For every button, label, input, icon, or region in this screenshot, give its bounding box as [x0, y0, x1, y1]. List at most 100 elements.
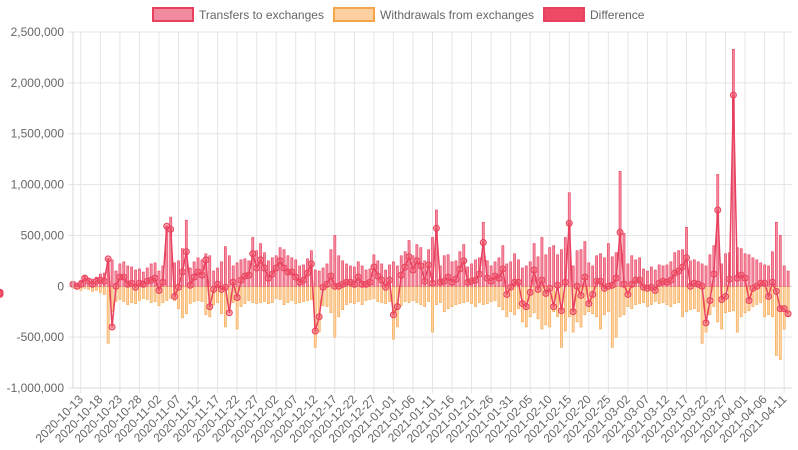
- transfer-bar[interactable]: [243, 258, 247, 287]
- transfer-bar[interactable]: [149, 263, 153, 287]
- difference-point[interactable]: [597, 277, 605, 285]
- difference-point[interactable]: [675, 267, 683, 275]
- withdrawal-bar[interactable]: [435, 285, 438, 305]
- difference-point[interactable]: [151, 274, 159, 282]
- difference-point[interactable]: [585, 300, 593, 308]
- difference-point[interactable]: [132, 283, 140, 291]
- withdrawal-bar[interactable]: [411, 285, 415, 301]
- difference-point[interactable]: [514, 278, 522, 286]
- transfer-bar[interactable]: [450, 261, 454, 287]
- withdrawal-bar[interactable]: [696, 285, 700, 313]
- transfer-bar[interactable]: [665, 264, 669, 287]
- withdrawal-bar[interactable]: [739, 285, 743, 318]
- withdrawal-bar[interactable]: [126, 285, 130, 305]
- withdrawal-bar[interactable]: [618, 285, 622, 318]
- difference-point[interactable]: [722, 292, 730, 300]
- difference-point[interactable]: [257, 256, 265, 264]
- withdrawal-bar[interactable]: [337, 285, 341, 318]
- withdrawal-bar[interactable]: [356, 285, 360, 302]
- withdrawal-bar[interactable]: [149, 285, 153, 303]
- difference-point[interactable]: [100, 277, 108, 285]
- difference-point[interactable]: [761, 279, 769, 287]
- withdrawal-bar[interactable]: [87, 285, 91, 290]
- transfer-bar[interactable]: [634, 259, 638, 287]
- withdrawal-bar[interactable]: [259, 285, 262, 303]
- withdrawal-bar[interactable]: [192, 285, 196, 302]
- withdrawal-bar[interactable]: [438, 285, 442, 303]
- difference-point[interactable]: [765, 292, 773, 300]
- transfer-bar[interactable]: [638, 257, 641, 287]
- difference-point[interactable]: [429, 279, 436, 287]
- difference-point[interactable]: [374, 272, 382, 280]
- withdrawal-bar[interactable]: [364, 285, 368, 301]
- difference-point[interactable]: [499, 265, 507, 273]
- transfer-bar[interactable]: [751, 257, 755, 287]
- difference-point[interactable]: [460, 257, 468, 265]
- difference-point[interactable]: [608, 281, 616, 289]
- difference-point[interactable]: [479, 239, 487, 247]
- difference-point[interactable]: [401, 263, 409, 271]
- transfer-bar[interactable]: [653, 269, 657, 287]
- difference-point[interactable]: [315, 313, 323, 321]
- transfer-bar[interactable]: [520, 267, 524, 287]
- difference-point[interactable]: [522, 303, 530, 311]
- difference-point[interactable]: [221, 283, 229, 291]
- difference-point[interactable]: [557, 307, 565, 315]
- withdrawal-bar[interactable]: [243, 285, 247, 304]
- transfer-bar[interactable]: [208, 255, 212, 287]
- difference-point[interactable]: [264, 274, 272, 282]
- withdrawal-bar[interactable]: [102, 285, 106, 295]
- transfer-bar[interactable]: [548, 247, 552, 287]
- withdrawal-bar[interactable]: [161, 285, 165, 303]
- difference-point[interactable]: [538, 276, 546, 284]
- difference-point[interactable]: [554, 281, 562, 289]
- difference-point[interactable]: [530, 266, 538, 274]
- transfer-bar[interactable]: [544, 254, 548, 287]
- transfer-bar[interactable]: [524, 265, 528, 287]
- withdrawal-bar[interactable]: [501, 285, 505, 310]
- difference-point[interactable]: [589, 290, 597, 298]
- difference-point[interactable]: [214, 280, 222, 288]
- transfer-bar[interactable]: [349, 265, 352, 287]
- difference-point[interactable]: [389, 311, 397, 319]
- withdrawal-bar[interactable]: [599, 285, 602, 330]
- withdrawal-bar[interactable]: [661, 285, 665, 303]
- withdrawal-bar[interactable]: [290, 285, 294, 301]
- difference-point[interactable]: [307, 260, 315, 268]
- withdrawal-bar[interactable]: [630, 285, 634, 309]
- difference-point[interactable]: [300, 276, 308, 284]
- difference-point[interactable]: [288, 268, 296, 276]
- withdrawal-bar[interactable]: [763, 285, 767, 318]
- transfer-bar[interactable]: [442, 255, 446, 287]
- difference-point[interactable]: [245, 271, 253, 279]
- difference-point[interactable]: [679, 263, 687, 271]
- transfer-bar[interactable]: [771, 251, 774, 287]
- withdrawal-bar[interactable]: [368, 285, 372, 300]
- difference-point[interactable]: [159, 278, 167, 286]
- difference-point[interactable]: [503, 290, 511, 298]
- withdrawal-bar[interactable]: [352, 285, 356, 304]
- withdrawal-bar[interactable]: [489, 285, 493, 302]
- difference-point[interactable]: [186, 281, 194, 289]
- withdrawal-bar[interactable]: [372, 285, 376, 299]
- withdrawal-bar[interactable]: [431, 285, 434, 333]
- withdrawal-bar[interactable]: [286, 285, 290, 303]
- difference-point[interactable]: [706, 297, 714, 305]
- withdrawal-bar[interactable]: [204, 285, 208, 316]
- transfer-bar[interactable]: [646, 270, 649, 287]
- withdrawal-bar[interactable]: [282, 285, 286, 305]
- transfer-bar[interactable]: [540, 237, 544, 287]
- difference-point[interactable]: [253, 264, 261, 272]
- withdrawal-bar[interactable]: [427, 285, 430, 302]
- transfer-bar[interactable]: [661, 265, 665, 287]
- withdrawal-bar[interactable]: [458, 285, 462, 304]
- withdrawal-bar[interactable]: [560, 285, 563, 348]
- transfer-bar[interactable]: [399, 255, 403, 287]
- transfer-bar[interactable]: [591, 265, 595, 287]
- transfer-bar[interactable]: [556, 254, 559, 287]
- withdrawal-bar[interactable]: [712, 285, 716, 307]
- difference-point[interactable]: [268, 270, 276, 278]
- withdrawal-bar[interactable]: [735, 285, 739, 333]
- withdrawal-bar[interactable]: [677, 285, 681, 303]
- withdrawal-bar[interactable]: [716, 285, 720, 323]
